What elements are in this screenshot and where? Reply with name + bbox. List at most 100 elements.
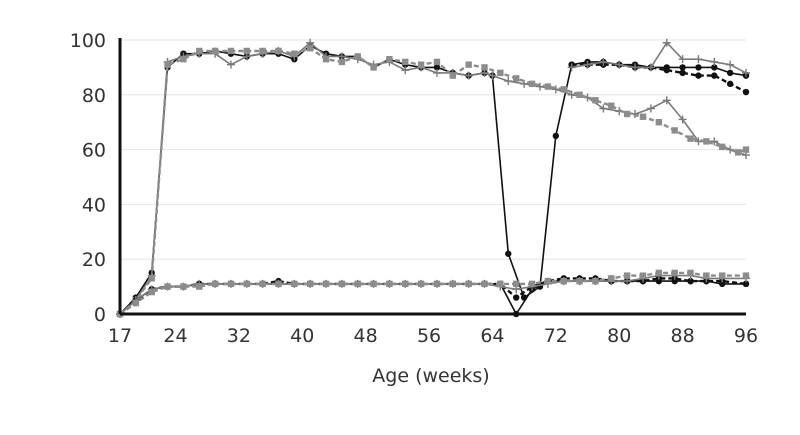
data-point-1-8 (695, 72, 702, 79)
data-point-8-24 (497, 280, 504, 288)
data-point-4-2 (599, 57, 608, 66)
data-point-8-33 (639, 272, 647, 279)
data-point-8-7 (227, 280, 235, 288)
data-point-3-30 (592, 97, 599, 104)
x-tick-label-4: 48 (354, 325, 378, 347)
data-point-6-36 (687, 277, 694, 285)
x-tick-label-9: 88 (671, 325, 695, 347)
data-point-8-37 (703, 272, 710, 279)
series-line-8 (119, 271, 746, 315)
data-point-3-40 (742, 146, 750, 153)
data-point-3-23 (481, 64, 488, 71)
data-point-8-39 (742, 272, 750, 279)
data-point-3-13 (322, 55, 330, 63)
data-point-2-29 (567, 90, 576, 99)
data-point-8-30 (592, 277, 599, 285)
data-point-8-2 (148, 288, 155, 296)
data-point-4-3 (615, 60, 624, 69)
x-tick-label-8: 80 (607, 325, 631, 347)
data-point-3-39 (734, 149, 742, 156)
data-point-3-9 (259, 47, 266, 55)
data-point-3-31 (608, 102, 615, 109)
data-point-3-6 (211, 47, 219, 55)
data-point-3-29 (576, 91, 583, 98)
y-tick-label-2: 40 (82, 194, 106, 216)
data-point-1-6 (663, 66, 670, 74)
data-point-6-25 (513, 294, 520, 301)
data-point-8-12 (306, 280, 314, 288)
data-point-3-21 (449, 72, 457, 79)
data-point-2-36 (678, 115, 687, 124)
data-point-2-38 (710, 137, 719, 146)
series-line-2 (119, 41, 747, 315)
x-tick-label-3: 40 (290, 325, 314, 347)
data-point-8-1 (132, 299, 140, 307)
tick-labels: 17 24 32 40 48 56 64 72 80 88 96 0 20 40 60 80 100 (70, 30, 758, 347)
data-point-8-29 (576, 277, 583, 285)
data-point-3-33 (639, 113, 647, 120)
data-point-8-27 (544, 277, 552, 285)
data-point-8-21 (449, 280, 457, 288)
x-tick-label-0: 17 (108, 325, 132, 347)
data-point-8-23 (481, 280, 488, 288)
data-point-8-35 (671, 269, 678, 277)
data-point-2-18 (401, 66, 410, 75)
data-point-8-13 (322, 280, 330, 288)
data-point-8-3 (164, 283, 171, 290)
data-point-3-5 (196, 47, 203, 55)
data-point-2-35 (662, 96, 671, 105)
series-line-7 (119, 274, 746, 315)
data-point-3-37 (703, 138, 710, 145)
y-tick-label-3: 60 (82, 140, 106, 162)
data-point-2-22 (464, 71, 473, 80)
data-point-3-15 (354, 53, 361, 60)
data-point-1-10 (726, 80, 734, 88)
data-point-3-26 (528, 80, 536, 88)
x-tick-label-5: 56 (417, 325, 441, 347)
data-point-8-19 (417, 280, 425, 288)
data-point-8-5 (196, 283, 203, 290)
data-point-4-0 (567, 63, 576, 72)
grid (120, 39, 746, 260)
data-point-1-11 (742, 88, 750, 96)
data-point-8-9 (259, 280, 266, 288)
data-point-3-18 (402, 58, 409, 66)
data-point-3-10 (275, 47, 282, 55)
data-point-8-34 (655, 269, 663, 277)
x-tick-label-7: 72 (544, 325, 568, 347)
data-point-8-22 (465, 280, 472, 288)
data-point-4-1 (583, 60, 592, 69)
data-point-6-39 (742, 280, 750, 288)
series-1 (568, 61, 750, 96)
data-point-8-6 (211, 280, 219, 288)
y-tick-label-5: 100 (70, 30, 106, 52)
data-point-8-31 (608, 275, 615, 282)
x-axis-title: Age (weeks) (372, 365, 489, 387)
data-point-8-25 (513, 280, 520, 288)
data-point-3-16 (370, 64, 377, 71)
data-point-8-10 (275, 280, 282, 288)
data-point-8-36 (687, 269, 694, 277)
data-point-3-19 (417, 61, 425, 68)
data-point-8-17 (386, 280, 393, 288)
data-point-8-16 (370, 280, 377, 288)
data-point-4-6 (662, 38, 671, 47)
x-tick-label-2: 32 (227, 325, 251, 347)
data-point-3-32 (623, 110, 631, 118)
data-point-3-14 (338, 58, 346, 66)
data-point-3-3 (164, 61, 171, 68)
axes (118, 38, 746, 316)
data-point-3-34 (655, 119, 663, 126)
data-point-3-35 (671, 127, 678, 134)
data-point-3-12 (306, 45, 314, 52)
data-point-8-38 (719, 272, 726, 279)
data-point-8-18 (402, 280, 409, 288)
x-tick-label-1: 24 (163, 325, 187, 347)
data-point-8-4 (180, 283, 187, 290)
data-point-4-5 (646, 63, 655, 72)
y-tick-label-1: 20 (82, 249, 106, 271)
data-point-3-27 (544, 83, 552, 90)
series-line-4 (571, 41, 747, 74)
